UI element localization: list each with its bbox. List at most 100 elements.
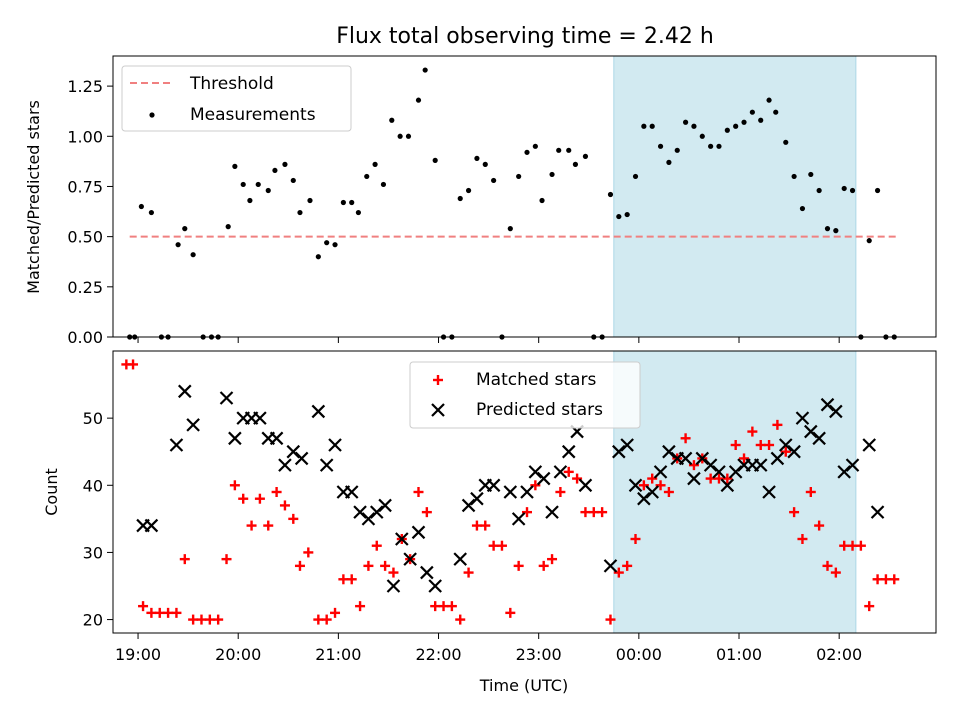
- bottom-y-axis-label: Count: [42, 468, 61, 516]
- measurement-point: [632, 173, 639, 180]
- measurement-point: [532, 143, 538, 149]
- predicted-star-point: [728, 465, 743, 479]
- matched-star-point: [805, 487, 816, 497]
- matched-star-point: [780, 446, 791, 457]
- measurement-point: [649, 123, 655, 129]
- matched-star-point: [271, 487, 282, 497]
- measurement-point: [389, 117, 395, 123]
- predicted-star-point: [386, 579, 401, 593]
- matched-star-point: [513, 560, 524, 571]
- predicted-star-point: [753, 458, 768, 472]
- predicted-star-point: [545, 505, 559, 519]
- bottom-y-ticks: 20 30 40 50: [83, 409, 113, 630]
- measurement-point: [691, 123, 697, 129]
- matched-star-point: [655, 480, 666, 491]
- measurement-point: [657, 143, 664, 149]
- top-y-ticks: 0.00 0.25 0.50 0.75 1.00 1.25: [67, 77, 113, 347]
- matched-star-point: [588, 507, 599, 518]
- predicted-star-point: [578, 478, 593, 493]
- predicted-star-point: [804, 424, 818, 439]
- x-tick-label: 02:00: [816, 645, 862, 664]
- predicted-star-point: [829, 404, 843, 419]
- matched-star-point: [864, 601, 875, 612]
- measurement-point: [175, 242, 181, 248]
- legend-measurements-label: Measurements: [190, 105, 316, 125]
- matched-star-point: [705, 473, 716, 484]
- measurement-point: [874, 187, 881, 194]
- x-tick-label: 22:00: [415, 645, 461, 664]
- matched-star-point: [171, 607, 182, 618]
- y-tick-label: 40: [83, 476, 103, 495]
- measurement-point: [225, 224, 231, 230]
- predicted-star-point: [461, 498, 476, 513]
- measurement-point: [816, 187, 822, 194]
- predicted-star-point: [820, 397, 835, 412]
- predicted-star-point: [219, 391, 234, 405]
- predicted-star-point: [870, 505, 885, 519]
- measurement-point: [516, 173, 522, 180]
- measurement-point: [699, 133, 705, 139]
- measurement-point: [340, 199, 346, 206]
- predicted-star-point: [403, 552, 417, 566]
- y-tick-label: 20: [83, 611, 103, 630]
- matched-star-point: [839, 540, 850, 551]
- matched-star-point: [263, 520, 274, 531]
- measurement-point: [566, 147, 572, 153]
- measurement-point: [182, 226, 188, 232]
- measurement-point: [432, 157, 438, 163]
- measurement-point: [833, 228, 839, 234]
- predicted-star-point: [762, 485, 776, 499]
- measurement-point: [808, 171, 814, 178]
- matched-star-point: [438, 601, 449, 612]
- predicted-star-point: [561, 444, 576, 459]
- matched-star-point: [830, 567, 841, 578]
- matched-star-point: [204, 614, 215, 625]
- measurement-point: [397, 133, 403, 139]
- predicted-star-point: [186, 418, 200, 432]
- measurement-point: [457, 195, 463, 202]
- measurement-point: [240, 181, 246, 188]
- matched-star-point: [789, 507, 800, 518]
- matched-star-point: [505, 607, 516, 618]
- measurement-point: [766, 97, 772, 103]
- x-tick-label: 00:00: [616, 645, 662, 664]
- matched-star-point: [522, 507, 533, 518]
- predicted-star-point: [344, 485, 359, 499]
- predicted-star-point: [253, 411, 267, 425]
- matched-star-point: [647, 473, 658, 484]
- measurement-point: [682, 119, 689, 125]
- matched-star-point: [321, 614, 332, 625]
- y-tick-label: 1.00: [67, 127, 103, 146]
- matched-star-point: [188, 614, 199, 625]
- x-tick-label: 23:00: [516, 645, 562, 664]
- matched-star-point: [730, 440, 741, 450]
- measurement-point: [349, 199, 355, 206]
- measurement-point: [332, 242, 338, 248]
- predicted-star-points: [136, 384, 885, 593]
- measurement-point: [849, 187, 856, 194]
- matched-star-point: [755, 440, 766, 450]
- bottom-x-ticks: 19:00 20:00 21:00 22:00 23:00 00:00 01:00 02:00: [115, 633, 862, 664]
- x-tick-label: 21:00: [315, 645, 361, 664]
- matched-star-point: [872, 574, 883, 585]
- legend-threshold-label: Threshold: [189, 74, 274, 94]
- y-tick-label: 1.25: [67, 77, 103, 96]
- matched-star-point: [238, 493, 249, 504]
- predicted-star-point: [695, 451, 710, 466]
- matched-star-point: [303, 547, 314, 558]
- measurement-point: [539, 197, 545, 204]
- matched-star-point: [246, 520, 257, 531]
- predicted-star-point: [428, 579, 442, 593]
- matched-star-point: [163, 607, 174, 618]
- top-shaded-span: [613, 55, 857, 338]
- measurement-point: [572, 161, 579, 167]
- measurement-point: [265, 187, 271, 194]
- top-y-axis-label: Matched/Predicted stars: [24, 100, 43, 294]
- measurement-point: [297, 209, 303, 216]
- matched-star-point: [279, 500, 290, 511]
- matched-star-point: [538, 560, 549, 571]
- matched-star-point: [597, 507, 608, 518]
- measurement-point: [607, 191, 614, 198]
- measurement-point: [524, 149, 530, 155]
- measurement-point: [255, 181, 261, 188]
